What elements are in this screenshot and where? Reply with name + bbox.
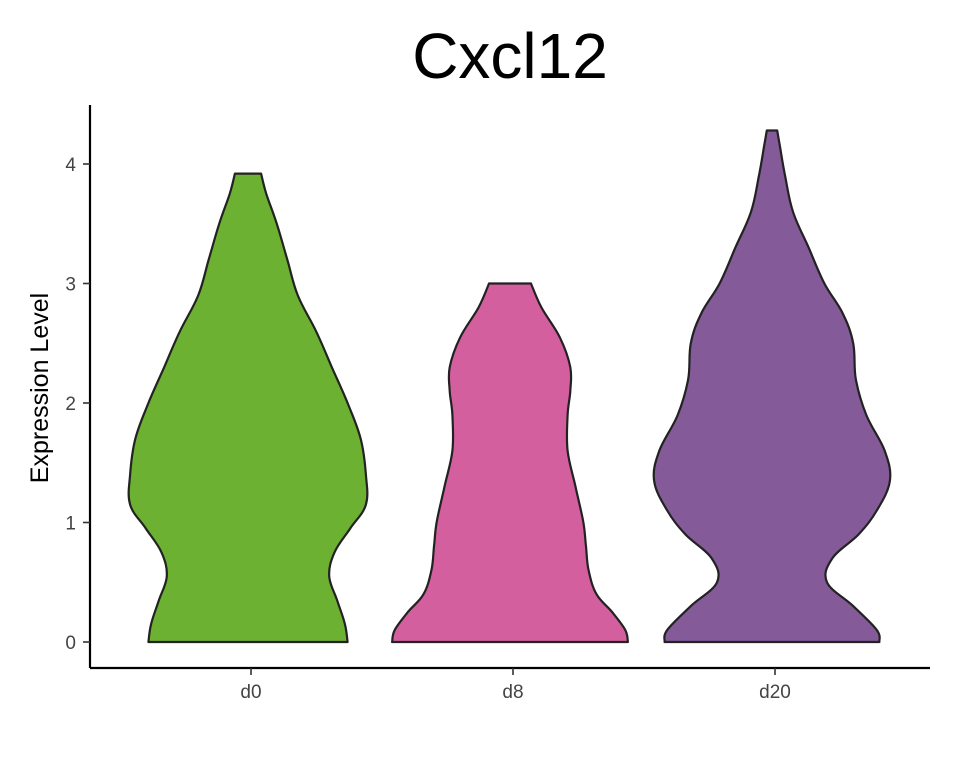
violins-layer [127, 129, 892, 644]
violin-d8 [391, 282, 629, 644]
violin-d0 [127, 172, 369, 644]
y-tick-label: 0 [65, 633, 76, 654]
y-tick-label: 3 [65, 275, 76, 296]
x-tick-label-d0: d0 [240, 682, 261, 703]
y-axis-title: Expression Level [26, 293, 54, 483]
x-axis: d0 d8 d20 [90, 666, 930, 703]
chart-title: Cxcl12 [412, 20, 608, 92]
x-tick-label-d8: d8 [502, 682, 523, 703]
x-tick-label-d20: d20 [759, 682, 791, 703]
violin-d20 [652, 129, 892, 644]
y-axis: 0 1 2 3 4 [65, 105, 92, 668]
y-tick-label: 4 [65, 155, 76, 176]
y-tick-label: 2 [65, 394, 76, 415]
y-tick-label: 1 [65, 514, 76, 535]
